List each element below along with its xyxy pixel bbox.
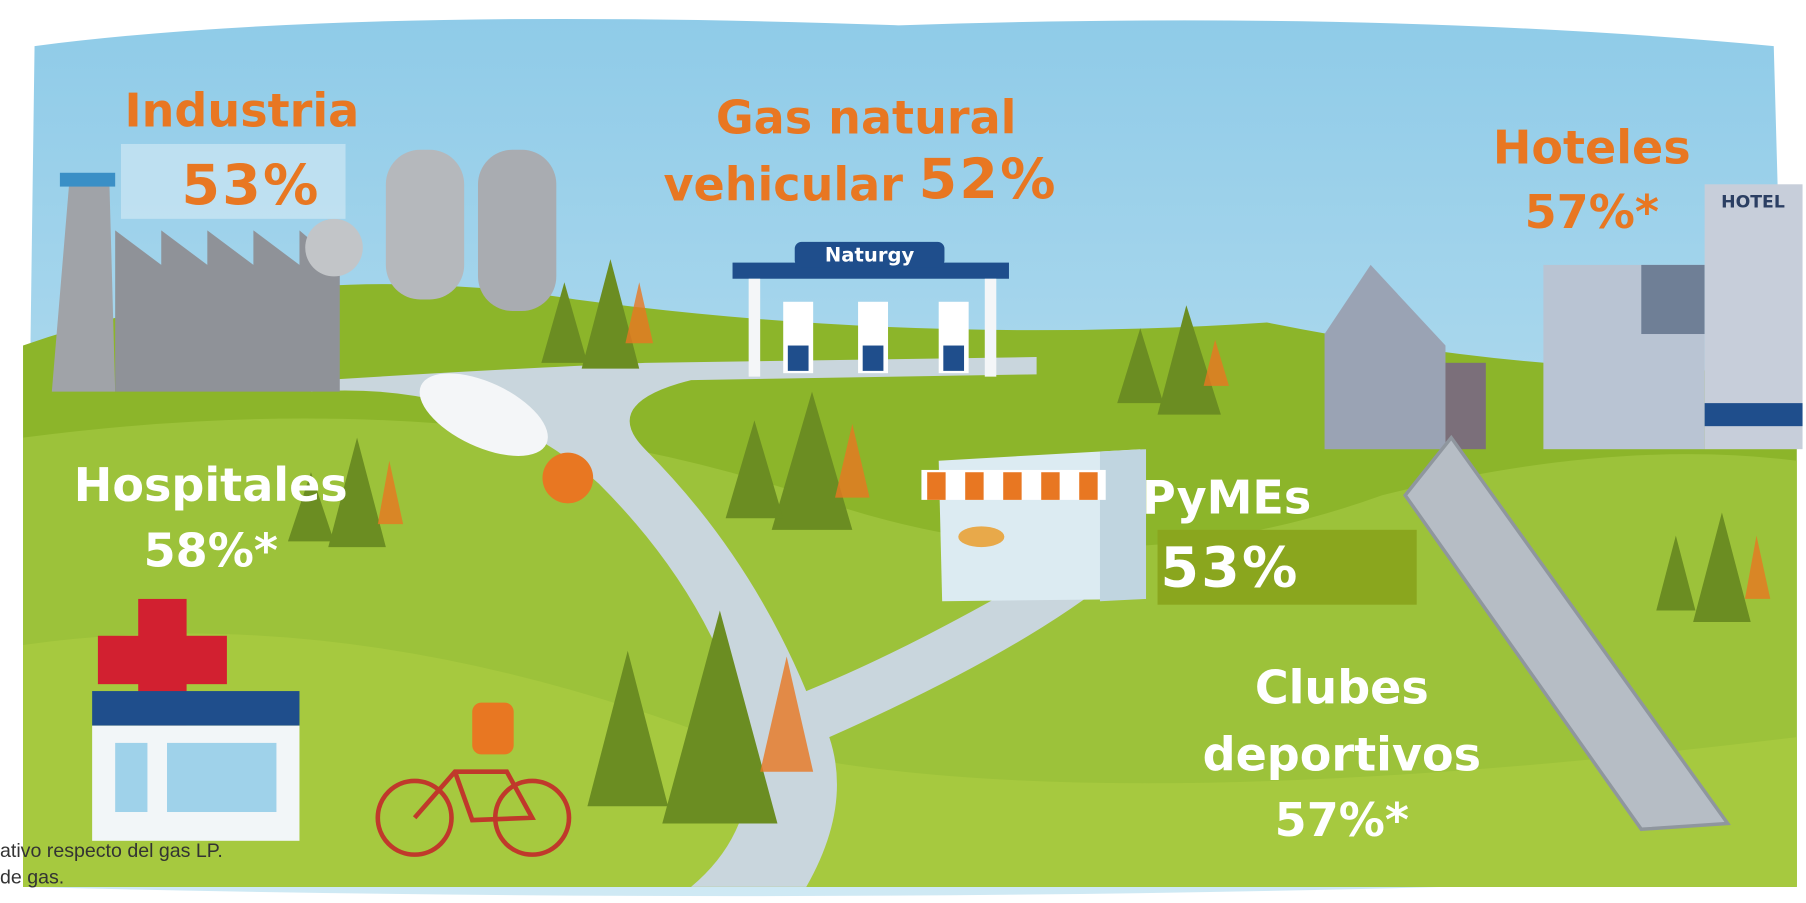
sector-name: Hospitales (74, 458, 348, 512)
illustration: Naturgy HOTEL (0, 0, 1806, 903)
page: Infografía html, body { margin: 0; paddi… (0, 0, 1806, 903)
brand-sign: Naturgy (825, 243, 915, 266)
sector-name: Industria (125, 84, 360, 138)
sector-value: 57%* (1525, 185, 1659, 239)
footnote: de gas. (0, 866, 64, 888)
sector-name: vehicular (663, 157, 903, 211)
sector-value: 53% (1161, 536, 1300, 600)
sector-name: Clubes (1255, 661, 1429, 715)
sector-name: deportivos (1203, 728, 1481, 782)
shop (921, 449, 1146, 601)
footnote: ativo respecto del gas LP. (0, 840, 223, 862)
sector-value: 53% (181, 154, 320, 218)
sector-name: Hoteles (1493, 121, 1691, 175)
body: {"labels": [ {"name": ["Industria"], "va… (0, 0, 1806, 903)
sector-value: 57%* (1275, 793, 1409, 847)
sector-value: 52% (919, 148, 1058, 212)
cyclist (472, 703, 513, 755)
sector-value: 58%* (144, 524, 278, 578)
sector-name: Gas natural (716, 91, 1017, 145)
sector-name: PyMEs (1142, 471, 1311, 525)
hotel-sign: HOTEL (1721, 192, 1785, 212)
